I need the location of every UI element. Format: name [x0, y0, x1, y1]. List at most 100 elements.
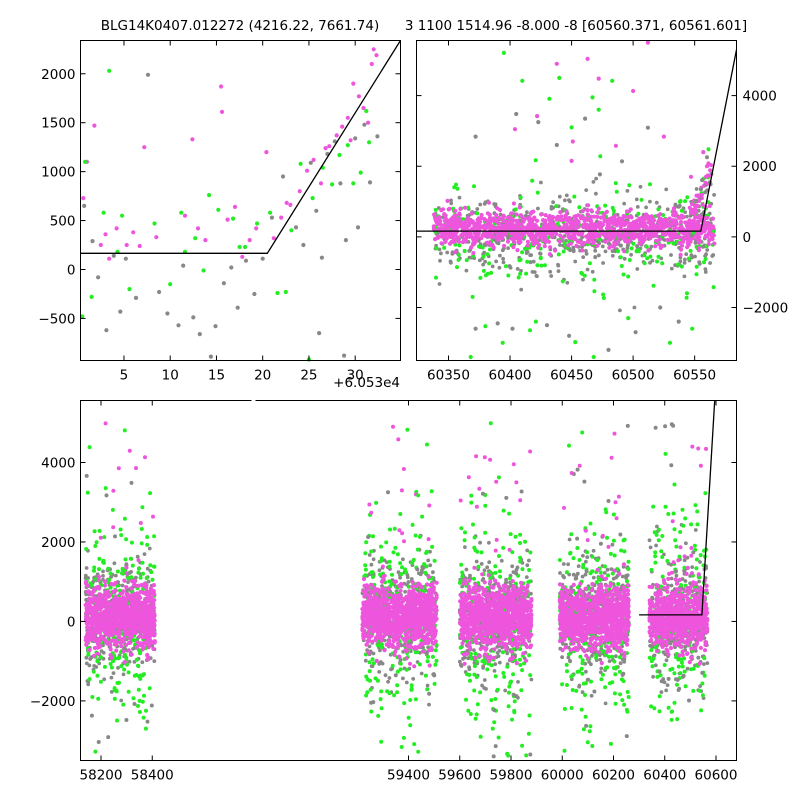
- data-point-gray: [593, 255, 598, 259]
- data-point-magenta: [95, 628, 100, 633]
- data-point-gray: [594, 191, 598, 196]
- data-point-magenta: [574, 243, 579, 248]
- data-point-outlier: [510, 326, 515, 331]
- data-point-gray: [524, 251, 529, 256]
- data-point-green: [409, 683, 414, 688]
- data-point-gray: [221, 281, 226, 286]
- data-point-green: [97, 556, 102, 561]
- data-point-magenta: [559, 226, 564, 231]
- data-point-gray: [669, 266, 674, 271]
- data-point-outlier: [495, 321, 500, 326]
- data-point-gray: [101, 650, 106, 655]
- data-point-rise: [692, 203, 697, 208]
- data-point-magenta: [127, 610, 132, 615]
- data-point-gray: [584, 249, 588, 253]
- data-point-green: [398, 661, 403, 666]
- data-point-gray: [694, 187, 699, 191]
- data-point-gray: [419, 671, 424, 676]
- data-point-green: [98, 655, 103, 660]
- data-point-green: [424, 564, 429, 569]
- data-point-gray: [437, 282, 442, 286]
- data-point-green: [310, 196, 315, 201]
- data-point-green: [85, 490, 90, 495]
- data-point-gray: [594, 176, 598, 181]
- data-point-outlier: [134, 466, 138, 471]
- data-point-green: [120, 213, 125, 218]
- data-point-magenta: [445, 198, 450, 203]
- data-point-gray: [383, 673, 388, 678]
- data-point-magenta: [411, 588, 416, 593]
- data-point-outlier: [112, 688, 117, 693]
- data-point-magenta: [271, 236, 276, 241]
- data-point-green: [379, 544, 383, 549]
- data-point-magenta: [616, 235, 621, 240]
- data-point-magenta: [658, 220, 664, 225]
- data-point-outlier: [473, 134, 478, 139]
- data-point-gray: [157, 289, 162, 295]
- data-point-magenta: [576, 219, 581, 224]
- data-point-gray: [677, 203, 682, 208]
- data-point-outlier: [473, 326, 478, 331]
- data-point-outlier: [117, 680, 121, 685]
- data-point-outlier: [591, 354, 596, 360]
- x-tick-label: 20: [254, 368, 271, 384]
- data-point-magenta: [656, 213, 661, 218]
- data-point-magenta: [483, 218, 488, 223]
- data-point-gray: [401, 557, 405, 562]
- data-point-magenta: [654, 233, 659, 238]
- data-point-gray: [483, 259, 487, 264]
- data-point-magenta: [644, 212, 649, 217]
- data-point-magenta: [674, 222, 679, 227]
- data-point-outlier: [93, 749, 98, 754]
- data-point-green: [126, 689, 131, 694]
- data-point-gray: [600, 244, 605, 249]
- data-point-green: [603, 203, 608, 208]
- data-point-magenta: [554, 216, 559, 221]
- data-point-gray: [252, 291, 257, 297]
- data-point-green: [711, 229, 716, 234]
- data-point-magenta: [558, 210, 563, 215]
- data-point-green: [528, 328, 532, 333]
- data-point-gray: [405, 575, 410, 580]
- data-point-outlier: [116, 466, 121, 471]
- data-point-green: [117, 655, 122, 660]
- data-point-magenta: [616, 239, 621, 244]
- data-point-gray: [601, 261, 605, 265]
- data-point-green: [134, 657, 139, 662]
- data-point-magenta: [102, 613, 107, 618]
- data-point-outlier: [514, 111, 519, 117]
- data-point-magenta: [496, 215, 501, 221]
- data-point-outlier: [468, 354, 473, 360]
- data-point-green: [122, 516, 127, 521]
- data-point-green: [370, 570, 375, 575]
- data-point-outlier: [483, 324, 488, 329]
- data-point-green: [384, 540, 389, 545]
- data-point-green: [694, 264, 699, 269]
- data-point-magenta: [113, 588, 118, 593]
- data-point-magenta: [441, 234, 446, 239]
- data-point-magenta: [557, 239, 562, 244]
- data-point-magenta: [115, 602, 120, 607]
- data-point-outlier: [138, 521, 143, 525]
- data-point-magenta: [85, 589, 91, 594]
- data-point-magenta: [622, 214, 628, 219]
- data-point-outlier: [596, 107, 601, 112]
- data-point-green: [651, 283, 656, 288]
- data-point-gray: [426, 558, 431, 563]
- data-point-magenta: [516, 231, 521, 236]
- data-point-magenta: [616, 219, 621, 224]
- data-point-green: [86, 652, 91, 657]
- data-point-magenta: [586, 203, 591, 208]
- data-point-magenta: [98, 616, 103, 621]
- data-point-magenta: [85, 621, 90, 626]
- data-point-outlier: [567, 333, 572, 338]
- data-point-green: [387, 559, 392, 564]
- data-point-magenta: [595, 210, 600, 215]
- data-point-magenta: [439, 241, 444, 246]
- data-point-magenta: [114, 615, 119, 620]
- data-point-magenta: [671, 218, 676, 223]
- data-point-magenta: [297, 189, 302, 194]
- data-point-green: [268, 210, 273, 215]
- data-point-green: [601, 296, 606, 300]
- data-point-green: [456, 257, 461, 262]
